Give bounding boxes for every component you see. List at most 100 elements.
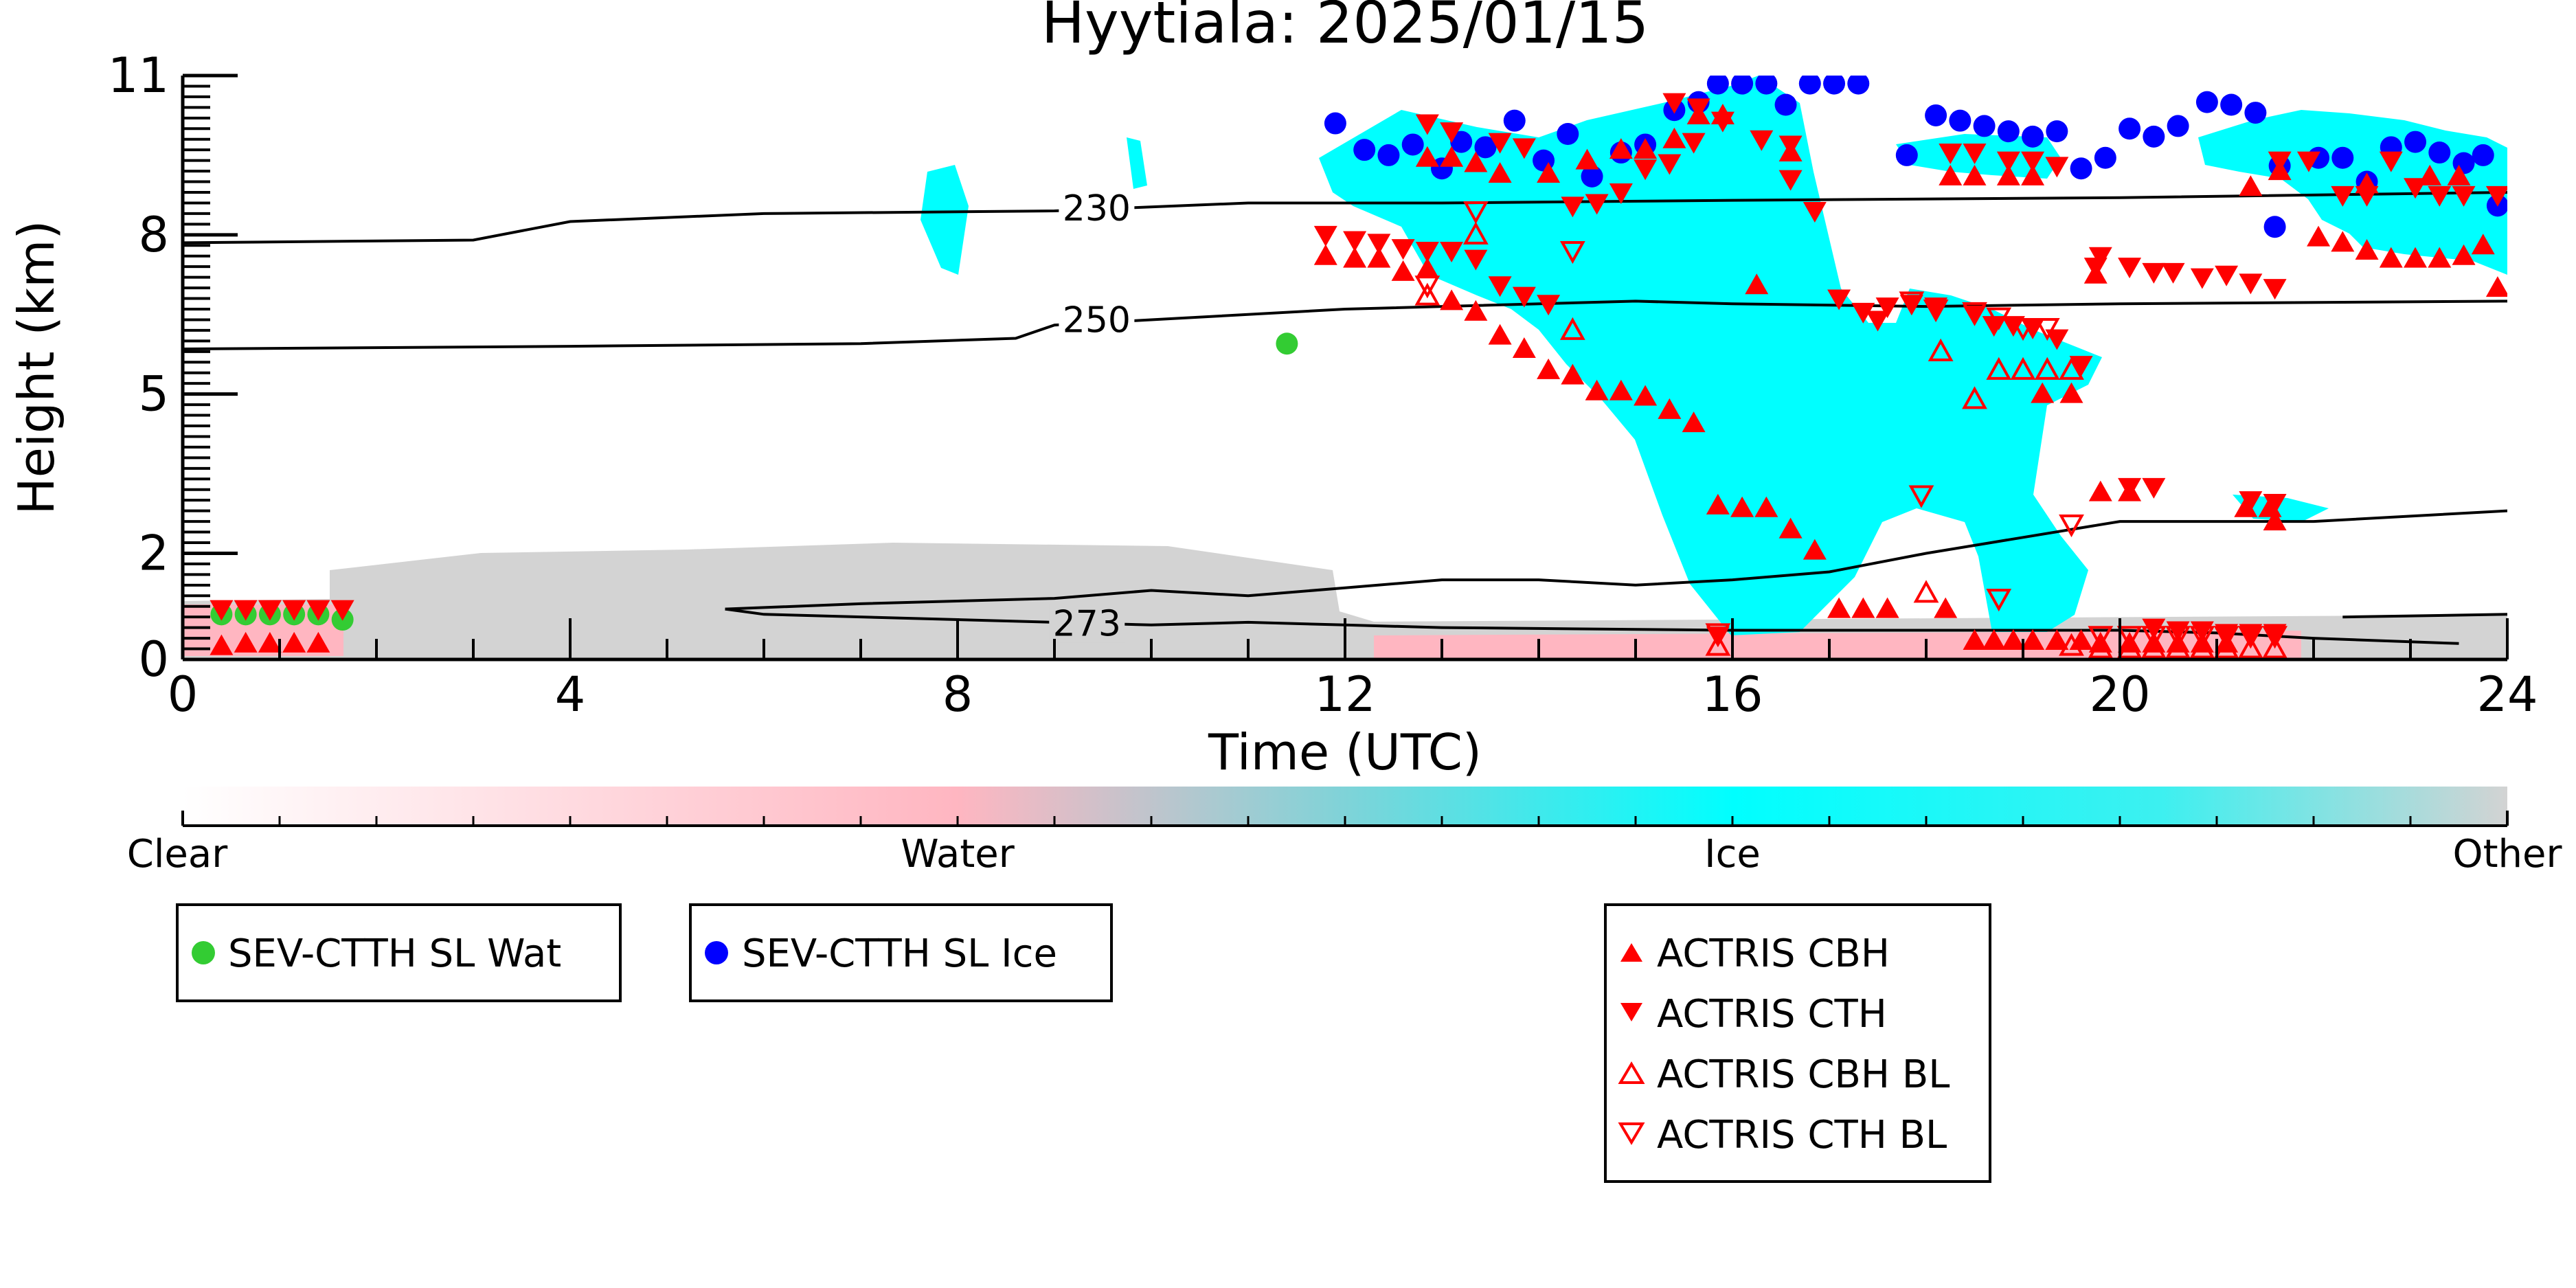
marker-actris-cbh-bl: [2262, 635, 2287, 659]
marker-actris-cbh: [1634, 385, 1658, 406]
marker-actris-cth-bl: [2189, 626, 2215, 649]
marker-actris-cbh: [2021, 629, 2045, 650]
x-tick-label: 8: [942, 666, 973, 723]
marker-sev-ctth-sl-ice: [1847, 76, 1870, 95]
marker-actris-cbh: [2088, 480, 2112, 501]
marker-sev-ctth-sl-ice: [2022, 125, 2044, 148]
marker-actris-cth: [2355, 185, 2379, 207]
marker-actris-cbh-bl: [2116, 635, 2143, 659]
marker-actris-cth: [2452, 185, 2476, 207]
marker-actris-cbh: [2428, 247, 2452, 268]
marker-actris-cth: [1415, 114, 1439, 135]
legend-marker-sev-wat: [192, 941, 215, 964]
y-axis-label: Height (km): [8, 221, 65, 515]
marker-actris-cbh-bl: [2010, 357, 2036, 380]
contour-label-bg: [1049, 604, 1125, 643]
marker-actris-cth: [1440, 122, 1464, 144]
marker-sev-ctth-sl-wat: [1276, 332, 1298, 355]
legend-label-actris-cth-bl: ACTRIS CTH BL: [1657, 1113, 1947, 1157]
marker-actris-cbh-bl: [2059, 633, 2084, 656]
marker-actris-cbh-bl: [2165, 635, 2191, 659]
marker-actris-cbh: [2307, 225, 2331, 247]
marker-actris-cbh: [2379, 247, 2403, 268]
marker-actris-cth: [2045, 157, 2069, 178]
marker-actris-cth: [1866, 310, 1890, 332]
marker-sev-ctth-sl-ice: [1557, 123, 1579, 145]
marker-actris-cth: [2263, 279, 2287, 300]
marker-actris-cbh: [1488, 324, 1512, 345]
ice-class-region-main: [1319, 76, 2102, 635]
marker-actris-cbh: [1391, 260, 1415, 281]
marker-actris-cth: [2118, 258, 2142, 279]
marker-actris-cth: [1924, 297, 1948, 319]
marker-actris-cbh: [1343, 247, 1367, 268]
marker-actris-cth: [1343, 231, 1367, 252]
marker-sev-ctth-sl-ice: [1755, 76, 1778, 95]
contour-label: 273: [1053, 603, 1121, 644]
marker-actris-cbh: [2021, 164, 2045, 185]
marker-actris-cbh-bl: [1414, 282, 1440, 306]
marker-actris-cth: [1440, 242, 1464, 262]
marker-actris-cth: [1609, 183, 1633, 204]
marker-sev-ctth-sl-ice: [2046, 120, 2068, 143]
marker-sev-ctth-sl-ice: [1474, 136, 1497, 159]
marker-sev-ctth-sl-ice: [2220, 93, 2243, 116]
marker-sev-ctth-sl-ice: [1450, 131, 1473, 153]
legend-box: [1604, 903, 1991, 1183]
marker-actris-cbh-bl: [2140, 635, 2167, 659]
marker-actris-cth: [1682, 133, 1706, 154]
marker-sev-ctth-sl-ice: [1503, 109, 1526, 132]
marker-actris-cth-bl: [2237, 626, 2263, 649]
contour-label: 230: [1063, 188, 1131, 229]
marker-actris-cth: [1662, 93, 1686, 114]
marker-actris-cth-bl: [1414, 275, 1440, 299]
marker-sev-ctth-sl-ice: [1706, 76, 1729, 95]
marker-actris-cbh: [2355, 239, 2379, 260]
marker-sev-ctth-sl-ice: [2428, 142, 2451, 164]
marker-actris-cth-bl: [2034, 318, 2060, 341]
marker-actris-cbh: [1851, 597, 1875, 618]
marker-actris-cth-bl: [2010, 318, 2036, 341]
marker-actris-cbh: [1634, 138, 1658, 159]
marker-actris-cbh: [2031, 382, 2055, 403]
marker-actris-cbh-bl: [1928, 338, 1954, 361]
legend-label-actris-cbh: ACTRIS CBH: [1657, 931, 1890, 976]
marker-actris-cbh: [2404, 247, 2428, 268]
marker-sev-ctth-sl-ice: [2486, 194, 2507, 217]
marker-actris-cbh: [1561, 363, 1585, 385]
legend-label-actris-cbh-bl: ACTRIS CBH BL: [1657, 1052, 1950, 1097]
marker-actris-cbh-bl: [2088, 635, 2114, 659]
marker-actris-cth: [1488, 276, 1512, 297]
marker-actris-cth: [1827, 289, 1851, 310]
marker-actris-cth: [1996, 151, 2020, 172]
marker-actris-cth-bl: [1986, 307, 2012, 330]
marker-actris-cth-bl: [1462, 201, 1489, 225]
contour-line: [183, 191, 2507, 245]
legend-box: [689, 903, 1113, 1002]
marker-actris-cth: [2215, 624, 2239, 645]
marker-actris-cbh: [1827, 597, 1851, 618]
x-tick-label: 4: [555, 666, 586, 723]
marker-actris-cth: [1710, 111, 1735, 133]
marker-actris-cth-bl: [2140, 626, 2167, 649]
contour-line: [2342, 613, 2507, 619]
marker-actris-cbh: [1488, 161, 1512, 183]
marker-actris-cbh: [234, 631, 258, 653]
marker-actris-cbh: [1803, 539, 1827, 560]
marker-actris-cbh: [1982, 629, 2006, 650]
marker-actris-cth: [2190, 268, 2214, 289]
marker-sev-ctth-sl-ice: [1973, 115, 1996, 137]
legend-box: [176, 903, 622, 1002]
marker-actris-cbh: [2485, 276, 2507, 297]
marker-actris-cbh: [2234, 496, 2258, 517]
marker-actris-cbh: [1778, 517, 1803, 539]
marker-actris-cth: [2239, 273, 2263, 295]
marker-actris-cbh: [1415, 258, 1439, 279]
x-tick-label: 24: [2476, 666, 2538, 723]
marker-actris-cth: [2045, 329, 2069, 350]
marker-actris-cth-bl: [2116, 626, 2143, 649]
marker-actris-cth: [2331, 185, 2355, 207]
marker-actris-cbh: [1440, 146, 1464, 167]
marker-actris-cbh-bl: [1986, 357, 2012, 380]
marker-sev-ctth-sl-ice: [1401, 133, 1424, 156]
